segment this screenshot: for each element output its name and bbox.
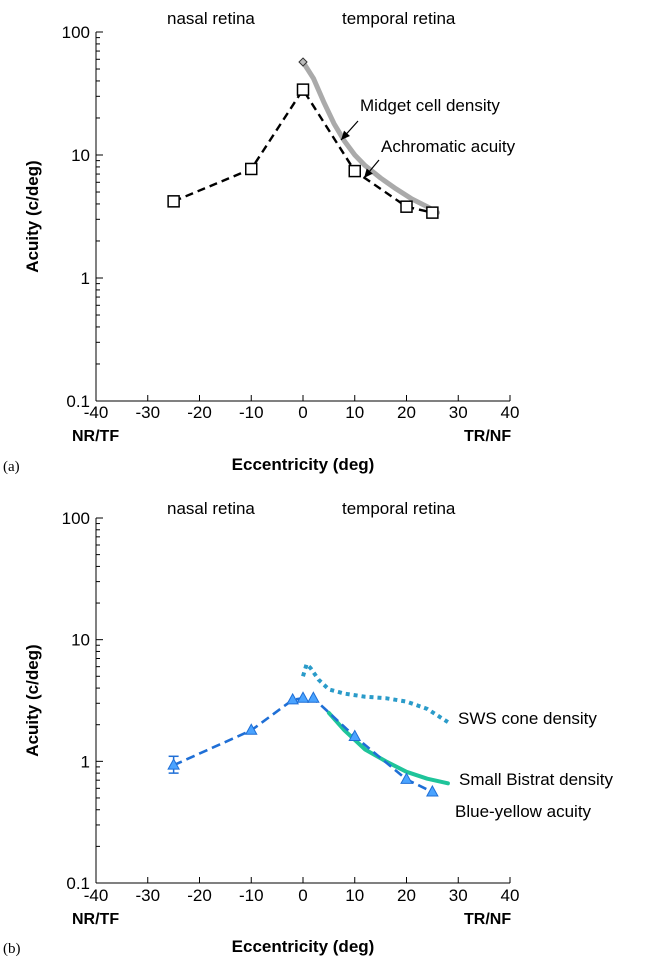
series-blue-yellow-acuity-line — [173, 696, 433, 794]
x-tick-label: -40 — [84, 403, 109, 422]
data-point-blue-yellow-acuity — [296, 691, 310, 703]
annotation-label: SWS cone density — [458, 709, 597, 728]
chart-panel-b: 0.1 1 10 100 -40 -30 -20 -10 0 10 20 30 40 Eccentrici… — [3, 499, 613, 957]
y-tick-label: 1 — [81, 269, 90, 288]
x-tick-label: 40 — [501, 886, 520, 905]
data-point-achromatic-acuity — [348, 164, 361, 178]
y-axis-title: Acuity (c/deg) — [23, 160, 42, 272]
y-tick-label: 0.1 — [66, 392, 90, 411]
data-point-blue-yellow-acuity — [348, 729, 362, 741]
x-axis-title: Eccentricity (deg) — [232, 455, 375, 474]
data-point-blue-yellow-acuity — [400, 772, 413, 784]
x-tick-label: -10 — [239, 403, 264, 422]
y-axis-title: Acuity (c/deg) — [23, 644, 42, 756]
data-point-achromatic-acuity — [296, 83, 310, 96]
data-point-achromatic-acuity — [245, 162, 258, 176]
x-tick-label: -10 — [239, 886, 264, 905]
data-point-blue-yellow-acuity — [426, 784, 439, 797]
y-tick-label: 100 — [62, 23, 90, 42]
series-sws-cone-density-line — [301, 660, 449, 724]
panel-label: (b) — [3, 941, 21, 957]
x-tick-label: -40 — [84, 886, 109, 905]
y-tick-label: 1 — [81, 752, 90, 771]
x-tick-label: 30 — [449, 886, 468, 905]
x-tick-label: 10 — [345, 886, 364, 905]
region-label-nasal: nasal retina — [167, 9, 255, 28]
x-end-label-left: NR/TF — [72, 911, 119, 928]
data-point-blue-yellow-acuity — [167, 758, 180, 770]
annotation-label: Small Bistrat density — [459, 770, 613, 789]
data-point-blue-yellow-acuity — [307, 691, 320, 703]
annotation-arrowhead — [341, 130, 350, 140]
x-tick-label: 10 — [345, 403, 364, 422]
x-tick-label: 40 — [501, 403, 520, 422]
annotation-label: Achromatic acuity — [381, 137, 516, 156]
region-label-temporal: temporal retina — [342, 9, 456, 28]
x-end-label-right: TR/NF — [464, 428, 511, 445]
x-tick-label: -20 — [187, 403, 212, 422]
x-tick-label: 20 — [397, 886, 416, 905]
annotation-label: Midget cell density — [360, 96, 500, 115]
x-end-label-left: NR/TF — [72, 428, 119, 445]
x-tick-label: -20 — [187, 886, 212, 905]
x-tick-label: -30 — [135, 886, 160, 905]
x-end-label-right: TR/NF — [464, 911, 511, 928]
series-midget-cell-density-line — [300, 59, 440, 216]
data-point-achromatic-acuity — [426, 206, 439, 219]
x-tick-label: 0 — [298, 886, 307, 905]
chart-panel-a: 0.1 1 10 100 -40 -30 -20 -10 0 10 20 30 40 Eccentrici… — [3, 9, 519, 475]
y-tick-label: 100 — [62, 509, 90, 528]
y-tick-label: 0.1 — [66, 874, 90, 893]
region-label-temporal: temporal retina — [342, 499, 456, 518]
x-tick-label: 20 — [397, 403, 416, 422]
y-tick-label: 10 — [71, 146, 90, 165]
data-point-achromatic-acuity — [400, 200, 413, 213]
data-point-blue-yellow-acuity — [286, 692, 299, 705]
midget-peak-marker — [298, 57, 308, 67]
data-point-achromatic-acuity — [167, 195, 180, 208]
y-tick-label: 10 — [71, 631, 90, 650]
x-tick-label: -30 — [135, 403, 160, 422]
x-axis-title: Eccentricity (deg) — [232, 937, 375, 956]
x-tick-label: 30 — [449, 403, 468, 422]
annotation-label: Blue-yellow acuity — [455, 802, 592, 821]
series-small-bistrat-density-line — [326, 710, 450, 786]
x-tick-label: 0 — [298, 403, 307, 422]
region-label-nasal: nasal retina — [167, 499, 255, 518]
data-point-blue-yellow-acuity — [244, 723, 258, 735]
annotation-arrowhead — [364, 168, 373, 178]
panel-label: (a) — [3, 459, 20, 475]
